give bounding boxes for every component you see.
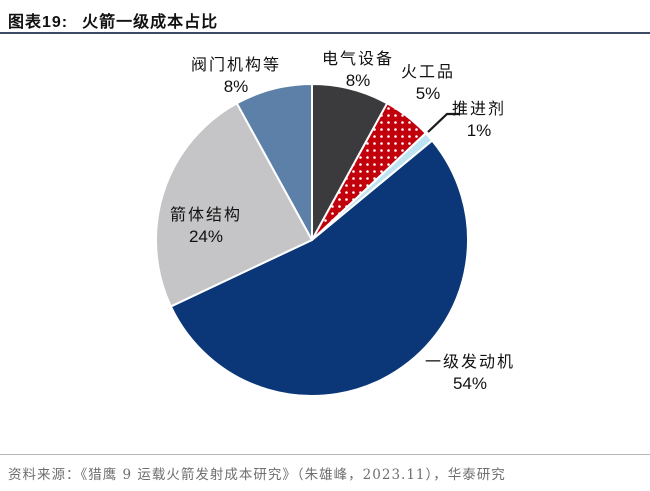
propellant-leader-line bbox=[427, 112, 459, 133]
slice-percent: 8% bbox=[223, 77, 249, 96]
slice-label-propellant: 推进剂 1% bbox=[452, 98, 506, 142]
figure-number-label: 图表19: bbox=[8, 14, 69, 31]
pie-slice-first-stage-engine bbox=[169, 139, 469, 398]
slice-name: 一级发动机 bbox=[424, 352, 516, 371]
slice-label-pyrotechnics: 火工品 5% bbox=[401, 61, 455, 105]
slice-label-first-stage-engine: 一级发动机 54% bbox=[425, 351, 515, 395]
pie-slice-valve-mechanisms bbox=[235, 83, 313, 241]
slice-percent: 54% bbox=[452, 374, 488, 393]
slice-percent: 8% bbox=[345, 71, 371, 90]
figure-header: 图表19: 火箭一级成本占比 bbox=[8, 8, 642, 32]
slice-label-electrical-equipment: 电气设备 8% bbox=[322, 48, 394, 92]
slice-name: 阀门机构等 bbox=[190, 55, 282, 74]
pie-slice-rocket-body-structure bbox=[155, 102, 313, 308]
slice-name: 火工品 bbox=[400, 62, 456, 81]
slice-label-valve-mechanisms: 阀门机构等 8% bbox=[191, 54, 281, 98]
slice-percent: 5% bbox=[415, 84, 441, 103]
slice-percent: 24% bbox=[188, 227, 224, 246]
slice-percent: 1% bbox=[466, 121, 492, 140]
title-divider bbox=[0, 32, 650, 34]
slice-label-rocket-body-structure: 箭体结构 24% bbox=[170, 204, 242, 248]
slice-name: 电气设备 bbox=[321, 49, 395, 68]
slice-name: 箭体结构 bbox=[169, 205, 243, 224]
footer-divider bbox=[0, 454, 650, 455]
slice-name: 推进剂 bbox=[451, 99, 507, 118]
source-note: 资料来源：《猎鹰 9 运载火箭发射成本研究》（朱雄峰，2023.11），华泰研究 bbox=[8, 467, 506, 483]
figure-title: 火箭一级成本占比 bbox=[82, 14, 219, 31]
